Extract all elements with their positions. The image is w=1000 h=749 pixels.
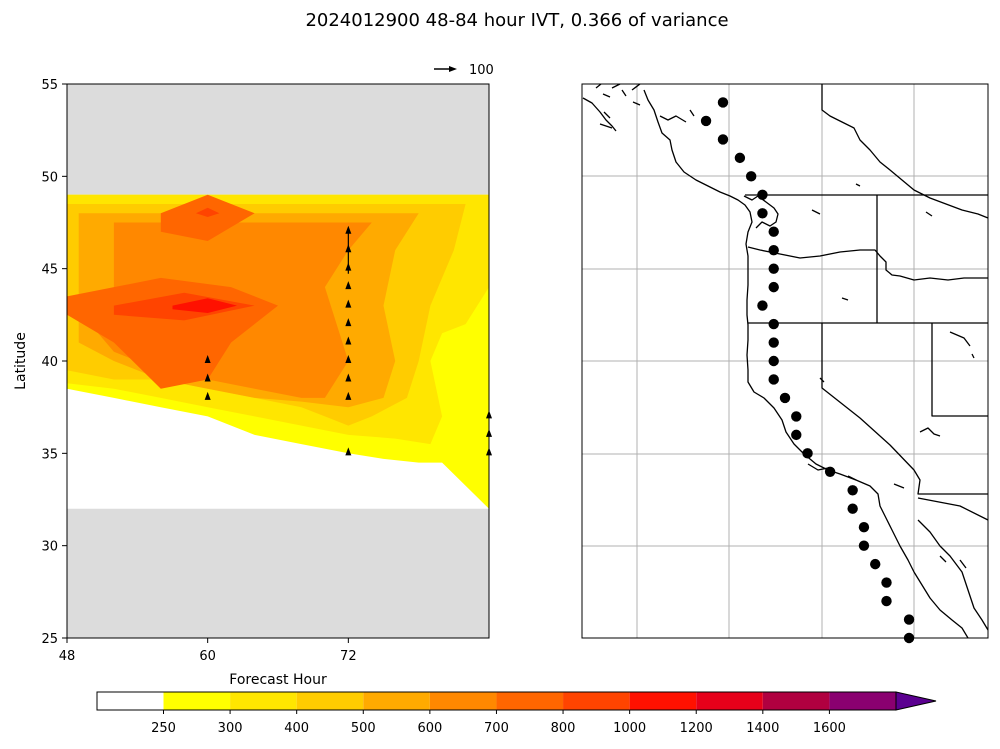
colorbar-cell (563, 692, 630, 710)
colorbar-cell (296, 692, 364, 710)
colorbar-cell (762, 692, 830, 710)
colorbar-cell (496, 692, 564, 710)
station-point (734, 152, 746, 164)
y-tick-label: 50 (41, 170, 58, 185)
colorbar-cell (829, 692, 896, 710)
colorbar-cells (96, 691, 897, 711)
contour-region-800 (195, 207, 220, 217)
colorbar-label: 1000 (613, 721, 646, 736)
ivt-vector (345, 447, 352, 456)
colorbar-label: 400 (284, 721, 309, 736)
station-point (791, 429, 802, 441)
ivt-vector (345, 281, 352, 290)
colorbar-label: 700 (484, 721, 509, 736)
station-point (870, 558, 881, 570)
station-point (768, 337, 779, 348)
station-point (757, 208, 768, 219)
ivt-contour-fills (67, 194, 489, 509)
colorbar-label: 600 (417, 721, 442, 736)
colorbar-cell (230, 692, 297, 710)
ivt-vector (204, 355, 211, 363)
station-point (768, 318, 779, 330)
station-point (779, 392, 791, 404)
colorbar-labels: 250 300 400 500 600 700 800 1000 1200 1400 1600 (151, 710, 846, 736)
y-tick-label: 35 (41, 447, 58, 462)
colorbar-label: 800 (551, 721, 576, 736)
station-point (768, 374, 779, 385)
colorbar: 250 300 400 500 600 700 800 1000 1200 1400 1600 (96, 691, 937, 736)
colorbar-cell (97, 692, 164, 710)
colorbar-extension (895, 691, 937, 711)
y-tick-label: 30 (41, 540, 58, 555)
station-point (881, 595, 892, 607)
forecast-hour-ticks: 48 60 72 (59, 638, 357, 664)
ivt-vector (345, 373, 352, 382)
quiver-key-label: 100 (469, 63, 494, 78)
coastline-and-borders (582, 83, 989, 639)
x-tick-label: 72 (340, 649, 357, 664)
y-axis-label: Latitude (13, 332, 29, 390)
ivt-vector (345, 318, 352, 327)
ivt-vector (204, 373, 211, 382)
station-point (768, 226, 779, 237)
station-map-panel (581, 83, 989, 644)
station-point (791, 411, 802, 422)
ivt-vector (345, 244, 352, 253)
x-axis-label: Forecast Hour (229, 672, 327, 688)
latitude-ticks: 25 30 35 40 45 50 55 (41, 78, 67, 647)
contour-region-700 (160, 194, 255, 241)
station-point (824, 466, 836, 477)
colorbar-cell (363, 692, 430, 710)
ivt-vector (345, 262, 352, 271)
station-point (757, 189, 768, 200)
x-tick-label: 48 (59, 649, 76, 664)
colorbar-label: 300 (218, 721, 243, 736)
colorbar-cell (429, 692, 497, 710)
colorbar-label: 1200 (680, 721, 713, 736)
ivt-vectors (204, 225, 492, 456)
ivt-vector (345, 391, 352, 400)
colorbar-label: 500 (351, 721, 376, 736)
ivt-vector (345, 299, 352, 308)
station-point (768, 281, 779, 293)
station-point (757, 300, 768, 311)
ivt-contour-panel: 25 30 35 40 45 50 55 48 60 72 Forecast Hour Lati… (13, 63, 494, 688)
contour-region-1000 (172, 298, 237, 313)
colorbar-label: 1600 (813, 721, 846, 736)
y-tick-label: 40 (41, 355, 58, 370)
colorbar-cell (629, 692, 697, 710)
y-tick-label: 55 (41, 78, 58, 93)
ivt-vector (345, 336, 352, 345)
x-tick-label: 60 (199, 649, 216, 664)
station-point (745, 171, 757, 182)
station-point (717, 97, 729, 108)
station-point (847, 485, 858, 496)
station-point (802, 448, 813, 459)
station-point (717, 134, 729, 145)
station-point (858, 540, 870, 551)
quiver-key: 100 (434, 63, 494, 78)
station-point (768, 263, 779, 274)
station-point (768, 355, 779, 367)
figure-title: 2024012900 48-84 hour IVT, 0.366 of vari… (305, 10, 728, 31)
station-points (700, 97, 915, 644)
colorbar-cell (163, 692, 231, 710)
colorbar-cell (696, 692, 763, 710)
ivt-vector (204, 391, 211, 400)
station-point (858, 522, 870, 533)
station-point (700, 115, 712, 127)
ivt-vector (345, 355, 352, 363)
y-tick-label: 25 (41, 632, 58, 647)
colorbar-label: 1400 (746, 721, 779, 736)
colorbar-label: 250 (151, 721, 176, 736)
y-tick-label: 45 (41, 263, 58, 278)
station-point (903, 614, 915, 625)
map-gridlines (582, 84, 988, 638)
station-point (881, 577, 892, 588)
station-point (847, 503, 858, 514)
map-frame (581, 83, 989, 639)
station-point (768, 245, 779, 256)
